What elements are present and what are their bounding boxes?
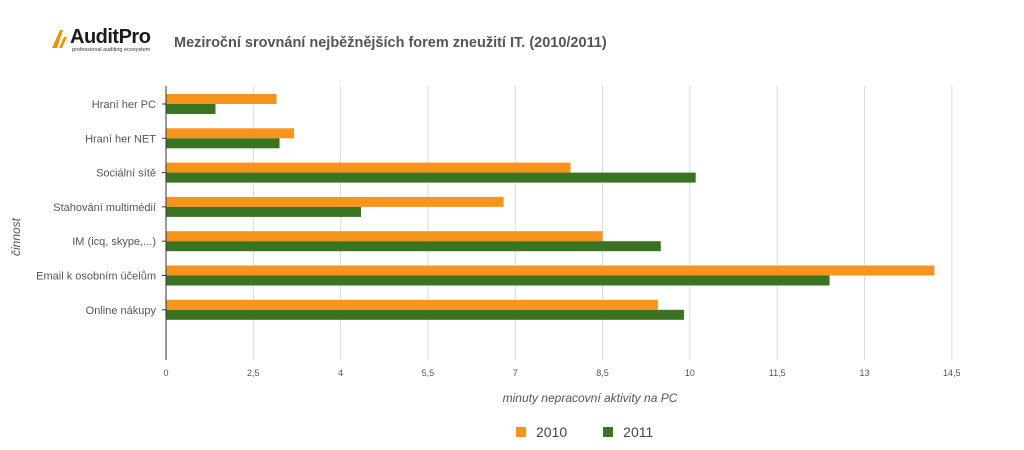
bar-chart: 0 2,5 4 5,5 7 8,5 10 11,5 13 14,5 Hraní her PC Hran… [9,86,961,405]
bar-2010-4 [166,196,504,207]
category-label: Hraní her PC [92,99,156,111]
bar-2010-1 [166,94,277,104]
legend-item-2011[interactable]: 2011 [603,424,653,440]
x-tick-label: 2,5 [247,368,260,378]
category-label: Sociální sítě [96,168,156,180]
bar-2010-5 [166,231,603,242]
legend-item-2010[interactable]: 2010 [516,424,567,440]
x-tick-label: 10 [685,368,695,378]
x-tick-label: 13 [859,368,869,378]
x-tick-label: 8,5 [596,368,609,378]
x-tick-label: 5,5 [422,368,435,378]
legend-swatch-2011 [603,427,614,437]
bar-2011-1 [166,104,216,114]
bar-2011-7 [166,309,685,320]
x-tick-label: 0 [163,368,168,378]
bar-2011-2 [166,138,280,149]
legend: 2010 2011 [516,424,653,440]
category-label: Online nákupy [86,305,157,317]
bar-2011-4 [166,206,361,217]
legend-label-2011: 2011 [623,424,654,440]
legend-label-2010: 2010 [536,424,568,440]
bar-2011-5 [166,241,661,252]
bar-2011-6 [166,275,830,286]
auditpro-logo: AuditPro professional auditing ecosystem [50,26,151,54]
bar-2010-6 [166,265,935,276]
logo-arrow-icon [52,30,67,48]
y-axis-title: činnost [9,217,23,256]
x-tick-label: 11,5 [769,368,786,378]
category-label: Hraní her NET [85,133,156,145]
legend-swatch-2010 [516,427,526,437]
category-label: Email k osobním účelům [36,271,156,283]
bar-2011-3 [166,172,696,183]
bar-2010-7 [166,299,658,310]
x-tick-label: 7 [513,368,518,378]
bar-2010-2 [166,128,295,139]
bar-2010-3 [166,162,571,173]
chart-title: Meziroční srovnání nejběžnějších forem z… [174,35,607,51]
x-tick-label: 4 [338,368,343,378]
category-label: IM (icq, skype,...) [72,236,156,248]
logo-text: AuditPro [70,26,151,48]
x-axis-title: minuty nepracovní aktivity na PC [503,391,678,405]
x-tick-label: 14,5 [943,368,961,378]
category-label: Stahování multimédií [53,202,156,214]
logo-tagline: professional auditing ecosystem [72,47,151,53]
